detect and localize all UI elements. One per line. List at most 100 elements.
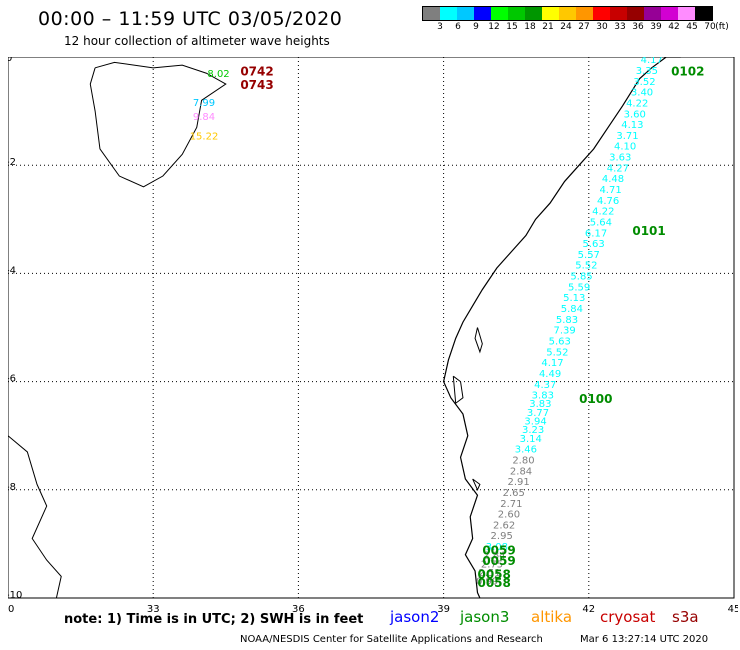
time-label: 0059	[482, 554, 515, 568]
y-tick-label: -10	[8, 590, 22, 601]
wave-height-label: 2.80	[512, 456, 534, 467]
time-label: 0101	[632, 224, 665, 238]
scale-color-box	[610, 7, 627, 20]
x-tick-label: 45	[728, 604, 738, 615]
scale-tick-label: 18	[524, 22, 536, 32]
x-tick-label: 36	[292, 604, 305, 615]
wave-height-label: 2.60	[498, 510, 520, 521]
wave-height-label: 3.71	[616, 131, 638, 142]
wave-height-label: 2.51	[478, 568, 500, 579]
scale-unit-label: (ft)	[715, 22, 729, 32]
scale-tick-label: 12	[488, 22, 500, 32]
wave-height-map: 30 33 36 39 42 45 0 -2 -4 -6 -8 -10 8.02 7.99 9.84 15.2…	[8, 57, 738, 615]
wave-height-label: 4.37	[534, 380, 556, 391]
y-tick-label: -6	[8, 374, 16, 385]
scale-color-box	[593, 7, 610, 20]
east-africa-coastline	[442, 57, 681, 599]
wave-height-label: 5.63	[583, 239, 605, 250]
time-label: 0058	[477, 568, 510, 582]
x-tick-label: 30	[8, 604, 14, 615]
wave-height-label: 5.59	[568, 282, 590, 293]
x-tick-label: 33	[147, 604, 160, 615]
wave-height-label: 3.77	[527, 408, 549, 419]
wave-height-label: 5.83	[556, 315, 578, 326]
wave-height-label: 4.10	[614, 142, 636, 153]
scale-tick-label: 24	[560, 22, 572, 32]
wave-height-label: 3.14	[520, 434, 542, 445]
y-tick-label: -2	[8, 157, 16, 168]
wave-height-label: 2.84	[510, 466, 532, 477]
lake-tanganyika-outline	[8, 435, 62, 599]
wave-height-label: 3.35	[636, 66, 658, 77]
scale-tick-label: 21	[542, 22, 554, 32]
wave-height-label: 6.17	[585, 228, 607, 239]
wave-height-label: 4.49	[539, 369, 561, 380]
scale-tick-label: 3	[437, 22, 443, 32]
scale-color-box	[627, 7, 644, 20]
wave-height-label: 4.17	[541, 358, 563, 369]
wave-height-label: 3.40	[631, 88, 653, 99]
wave-height-label: 5.13	[563, 293, 585, 304]
satellite-legend-jason2: jason2	[390, 608, 440, 626]
wave-height-label: 5.52	[546, 347, 568, 358]
wave-height-label: 5.52	[575, 261, 597, 272]
satellite-legend-jason3: jason3	[460, 608, 510, 626]
scale-color-box	[474, 7, 491, 20]
wave-height-label: 4.48	[602, 174, 624, 185]
scale-color-box	[661, 7, 678, 20]
wave-height-label: 3.46	[515, 445, 537, 456]
satellite-legend-altika: altika	[531, 608, 573, 626]
wave-height-label: 2.75	[481, 559, 503, 570]
wave-height-label: 5.85	[570, 272, 592, 283]
island-outline	[472, 478, 481, 492]
wave-height-label: 2.65	[503, 488, 525, 499]
scale-tick-label: 27	[578, 22, 590, 32]
wave-height-label: 4.71	[599, 185, 621, 196]
wave-height-label: 3.83	[529, 399, 551, 410]
map-frame	[8, 57, 735, 599]
satellite-legend-cryosat: cryosat	[600, 608, 656, 626]
wave-height-label: 4.22	[592, 207, 614, 218]
footnote: note: 1) Time is in UTC; 2) SWH is in fe…	[64, 612, 364, 627]
wave-height-label: 0.99	[476, 577, 498, 588]
scale-color-box	[525, 7, 542, 20]
x-tick-label: 42	[582, 604, 595, 615]
y-tick-label: -4	[8, 265, 16, 276]
scale-tick-label: 6	[455, 22, 461, 32]
color-scale-legend: 3 6 9 12 15 18 21 24 27 30 33 36 39 42 45 70 (ft)	[422, 6, 729, 34]
wave-height-label: 3.63	[609, 153, 631, 164]
wave-height-label: 5.64	[590, 217, 612, 228]
wave-height-label: 3.08	[486, 542, 508, 553]
scale-tick-label: 36	[632, 22, 644, 32]
scale-color-box	[491, 7, 508, 20]
wave-height-label: 15.22	[190, 131, 219, 142]
scale-color-box	[576, 7, 593, 20]
island-outline	[452, 375, 464, 405]
wave-height-label: 3.60	[624, 109, 646, 120]
wave-height-label: 3.94	[524, 417, 546, 428]
scale-color-box	[644, 7, 661, 20]
time-label: 0742	[240, 65, 273, 79]
scale-tick-label: 9	[473, 22, 479, 32]
wave-height-label: 7.39	[553, 326, 575, 337]
y-tick-label: -8	[8, 482, 16, 493]
page-title: 00:00 – 11:59 UTC 03/05/2020	[38, 8, 343, 30]
page-subtitle: 12 hour collection of altimeter wave hei…	[64, 34, 330, 48]
scale-tick-label: 30	[596, 22, 608, 32]
time-label: 0743	[240, 78, 273, 92]
scale-color-box	[695, 7, 712, 20]
scale-color-box	[559, 7, 576, 20]
wave-height-label: 8.02	[207, 69, 229, 80]
wave-height-label: 3.23	[522, 425, 544, 436]
wave-height-label: 4.76	[597, 196, 619, 207]
wave-height-label: 2.95	[491, 531, 513, 542]
wave-height-label: 9.84	[193, 112, 215, 123]
wave-height-label: 4.27	[607, 163, 629, 174]
wave-height-label: 4.13	[621, 120, 643, 131]
lake-victoria-outline	[89, 61, 227, 188]
wave-height-label: 7.99	[193, 98, 215, 109]
wave-height-label: 5.57	[578, 250, 600, 261]
scale-tick-label: 33	[614, 22, 626, 32]
wave-height-label: 2.91	[507, 477, 529, 488]
scale-tick-label: 39	[650, 22, 662, 32]
